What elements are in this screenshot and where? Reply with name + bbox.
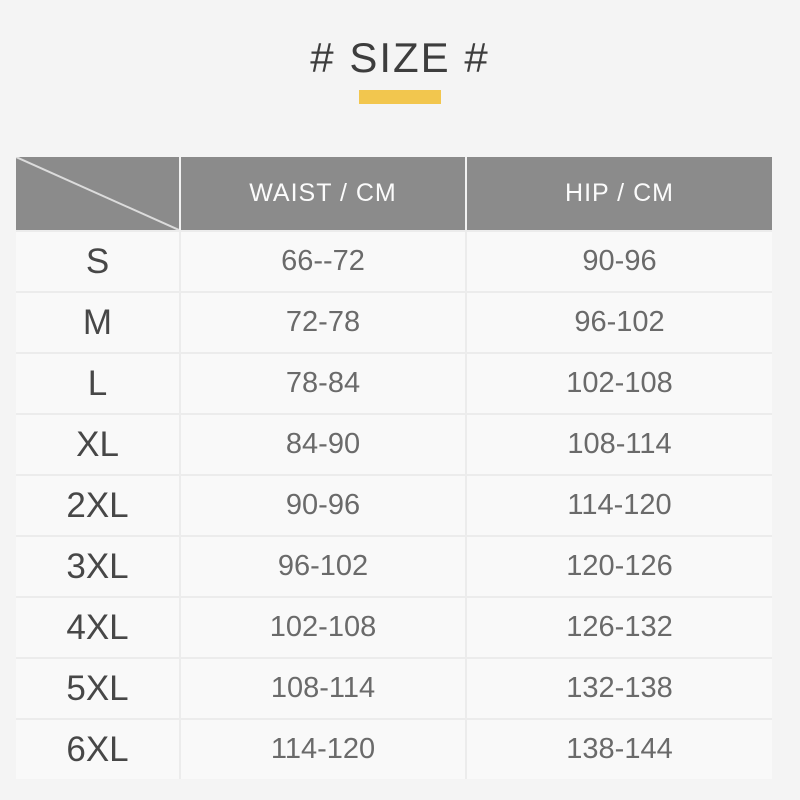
hip-value-cell: 120-126	[467, 535, 772, 596]
waist-value-cell: 78-84	[181, 352, 467, 413]
size-label-cell: 6XL	[16, 718, 181, 779]
table-header-hip-cell: HIP / CM	[467, 157, 772, 230]
size-label-cell: M	[16, 291, 181, 352]
size-label-cell: L	[16, 352, 181, 413]
waist-value-cell: 96-102	[181, 535, 467, 596]
size-label-cell: 3XL	[16, 535, 181, 596]
waist-value-cell: 114-120	[181, 718, 467, 779]
waist-value-cell: 102-108	[181, 596, 467, 657]
hip-value-cell: 126-132	[467, 596, 772, 657]
page-title: # SIZE #	[310, 34, 490, 81]
hip-value-cell: 90-96	[467, 230, 772, 291]
waist-value-cell: 66--72	[181, 230, 467, 291]
size-label-cell: S	[16, 230, 181, 291]
hip-value-cell: 138-144	[467, 718, 772, 779]
waist-value-cell: 84-90	[181, 413, 467, 474]
size-label-cell: XL	[16, 413, 181, 474]
size-label-cell: 4XL	[16, 596, 181, 657]
hip-value-cell: 132-138	[467, 657, 772, 718]
waist-value-cell: 108-114	[181, 657, 467, 718]
size-label-cell: 5XL	[16, 657, 181, 718]
table-header-corner-cell	[16, 157, 181, 230]
hip-value-cell: 102-108	[467, 352, 772, 413]
diagonal-line-icon	[16, 157, 179, 230]
size-label-cell: 2XL	[16, 474, 181, 535]
hip-value-cell: 96-102	[467, 291, 772, 352]
hip-value-cell: 114-120	[467, 474, 772, 535]
size-table: WAIST / CM HIP / CM S 66--72 90-96 M 72-…	[16, 157, 772, 779]
table-header-waist-cell: WAIST / CM	[181, 157, 467, 230]
title-underline	[359, 90, 441, 104]
waist-value-cell: 72-78	[181, 291, 467, 352]
hip-value-cell: 108-114	[467, 413, 772, 474]
waist-value-cell: 90-96	[181, 474, 467, 535]
